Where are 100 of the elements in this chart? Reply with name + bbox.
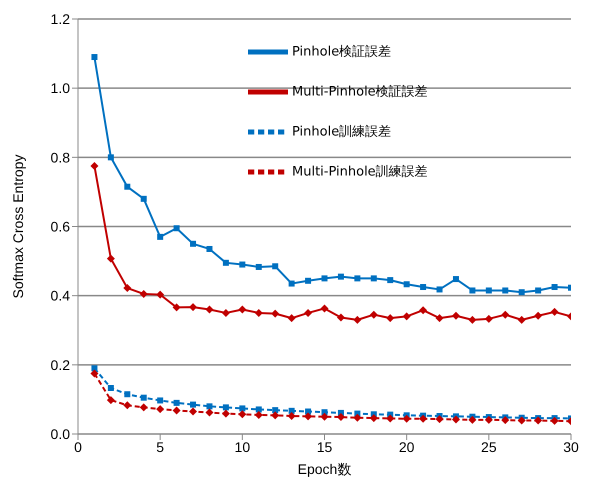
point	[420, 284, 426, 290]
point	[386, 314, 394, 322]
legend-label: Pinhole検証誤差	[292, 44, 392, 60]
point	[271, 310, 280, 318]
point	[108, 154, 114, 160]
point	[254, 410, 263, 419]
point	[419, 414, 428, 423]
point	[518, 316, 526, 324]
legend-label: Multi-Pinhole訓練誤差	[292, 164, 428, 180]
point	[140, 403, 148, 412]
point	[172, 303, 181, 312]
point	[238, 306, 246, 314]
x-tick-label: 15	[316, 438, 332, 455]
point	[468, 416, 476, 424]
point	[436, 415, 444, 424]
point	[190, 402, 196, 408]
point	[535, 287, 542, 294]
point	[305, 278, 312, 284]
point	[124, 184, 130, 190]
point	[222, 260, 229, 266]
point	[256, 264, 262, 270]
point	[90, 369, 98, 378]
point	[254, 308, 263, 317]
point	[174, 225, 180, 232]
point	[256, 406, 262, 412]
point	[108, 385, 114, 392]
legend-label: Pinhole訓練誤差	[292, 124, 392, 140]
point	[288, 280, 295, 287]
point	[486, 287, 492, 294]
x-tick-label: 0	[74, 438, 82, 455]
point	[90, 162, 98, 170]
point	[501, 416, 510, 424]
point	[222, 308, 230, 317]
point	[239, 262, 246, 268]
point	[534, 312, 542, 320]
point	[272, 407, 278, 414]
point	[106, 396, 115, 404]
point	[534, 416, 542, 425]
point	[140, 196, 147, 202]
point	[123, 401, 132, 410]
y-tick-label: 1.2	[50, 10, 70, 27]
point	[140, 290, 148, 298]
y-tick-label: 0.8	[50, 149, 70, 166]
point	[452, 276, 459, 282]
point	[238, 410, 246, 418]
point	[338, 274, 344, 280]
point	[288, 314, 296, 322]
point	[156, 405, 164, 414]
point	[452, 312, 460, 320]
point	[172, 406, 181, 414]
point	[205, 408, 214, 417]
point	[272, 263, 278, 270]
legend-label: Multi-Pinhole検証誤差	[292, 84, 428, 100]
y-tick-label: 0.6	[50, 218, 70, 234]
point	[189, 303, 198, 312]
x-axis-title: Epoch数	[298, 461, 352, 477]
point	[271, 411, 280, 420]
point	[370, 310, 378, 319]
point	[484, 314, 493, 323]
point	[436, 286, 443, 292]
point	[484, 416, 493, 424]
x-tick-label: 20	[398, 438, 415, 455]
point	[157, 234, 164, 240]
point	[469, 287, 476, 294]
point	[222, 410, 230, 418]
point	[336, 313, 345, 322]
y-tick-label: 0.4	[50, 288, 70, 304]
point	[354, 275, 360, 282]
point	[239, 405, 246, 412]
point	[419, 306, 428, 314]
point	[353, 414, 362, 422]
y-tick-label: 0.0	[50, 426, 70, 442]
point	[436, 314, 444, 322]
point	[222, 404, 229, 410]
point	[518, 289, 525, 296]
point	[157, 397, 164, 404]
point	[452, 415, 460, 424]
point	[370, 414, 378, 422]
point	[518, 416, 526, 425]
point	[404, 281, 410, 288]
point	[288, 412, 296, 420]
point	[304, 308, 312, 317]
point	[402, 312, 411, 320]
point	[304, 412, 312, 420]
point	[502, 287, 508, 294]
point	[106, 254, 115, 263]
x-tick-label: 10	[234, 438, 250, 455]
y-axis-title: Softmax Cross Entropy	[10, 154, 26, 298]
point	[320, 304, 328, 312]
point	[206, 403, 212, 410]
point	[156, 290, 164, 299]
point	[205, 306, 214, 314]
y-tick-label: 1.0	[50, 80, 70, 96]
point	[190, 240, 196, 247]
point	[387, 277, 394, 284]
point	[124, 391, 130, 398]
point	[140, 394, 147, 401]
point	[336, 413, 345, 422]
x-tick-label: 25	[481, 438, 497, 455]
point	[468, 316, 476, 324]
